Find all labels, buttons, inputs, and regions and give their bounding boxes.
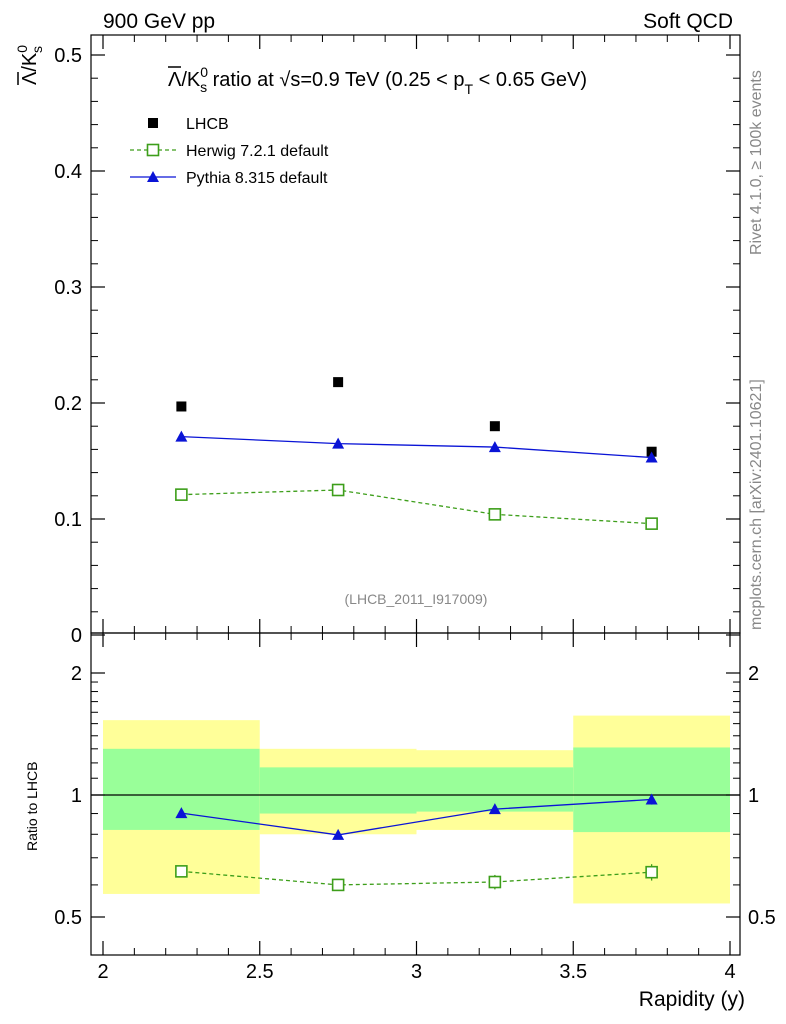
ratio-pythia-point: [645, 793, 658, 805]
title-pt-sub: T: [465, 81, 474, 97]
y-tick-label: 0.1: [54, 509, 82, 531]
ratio-pythia-point: [488, 803, 501, 815]
legend: LHCB Herwig 7.2.1 default Pythia 8.315 d…: [130, 116, 329, 187]
x-tick-label: 3.5: [559, 961, 587, 983]
herwig-point: [331, 483, 345, 497]
analysis-tag: (LHCB_2011_I917009): [345, 591, 488, 607]
title-energy: s=0.9 TeV (0.25 < p: [290, 69, 464, 91]
legend-label-pythia: Pythia 8.315 default: [186, 170, 328, 187]
ylabel-lambda: Λ: [19, 71, 41, 85]
pythia-point: [488, 441, 501, 453]
ratio-uncertainty-bands: [103, 715, 730, 904]
ratio-herwig-point: [175, 865, 188, 878]
legend-marker-lhcb: [148, 118, 158, 128]
title-k-sup: 0: [200, 64, 208, 80]
ratio-pythia-point: [175, 807, 188, 819]
pythia-point: [645, 451, 658, 463]
y-tick-label: 0.5: [54, 45, 82, 67]
x-tick-label: 3: [411, 961, 422, 983]
ratio-frame: [90, 632, 741, 956]
ylabel-k-sup: 0: [14, 45, 30, 53]
ratio-herwig-point: [331, 878, 345, 892]
x-tick-label: 2: [97, 961, 108, 983]
pythia-point: [332, 437, 345, 449]
mcplots-text: mcplots.cern.ch [arXiv:2401.10621]: [748, 379, 765, 630]
x-tick-label: 2.5: [246, 961, 274, 983]
ratio-ylabel: Ratio to LHCB: [24, 762, 40, 851]
header-right: Soft QCD: [643, 10, 733, 33]
title-lambda: Λ: [168, 69, 182, 91]
main-ylabel: Λ/K0s: [14, 45, 45, 85]
y-tick-label: 0.4: [54, 161, 82, 183]
ratio-y-tick-label: 0.5: [54, 907, 82, 929]
legend-marker-herwig: [146, 143, 160, 157]
ratio-panel: [91, 793, 740, 892]
pythia-point: [175, 430, 188, 442]
inner-band-3: [573, 747, 730, 833]
herwig-point: [645, 517, 658, 530]
herwig-point: [488, 508, 502, 521]
ratio-herwig-point: [488, 875, 502, 889]
pythia-line: [181, 435, 652, 459]
y-tick-label: 0.2: [54, 393, 82, 415]
ratio-y-tick-label-right: 0.5: [748, 907, 776, 929]
legend-label-lhcb: LHCB: [186, 116, 229, 133]
rivet-version-text: Rivet 4.1.0, ≥ 100k events: [748, 70, 765, 255]
title-k-sub: s: [200, 79, 207, 95]
ratio-herwig-point: [645, 865, 658, 879]
lhcb-point: [176, 401, 187, 412]
ylabel-k-sub: s: [29, 46, 45, 53]
ylabel-k: /K: [19, 52, 41, 72]
lhcb-point: [489, 421, 500, 432]
svg-text:Λ/K0s: Λ/K0s: [14, 45, 45, 85]
axes: 0 0.1 0.2 0.3 0.4 0.5 0.5 0.5 1 1 2 2 2 2.5 3 3.5 4: [54, 35, 776, 983]
ratio-y-tick-label-right: 2: [748, 663, 759, 685]
ratio-y-tick-label: 1: [71, 785, 82, 807]
lhcb-point: [333, 377, 344, 388]
x-tick-label: 4: [724, 961, 735, 983]
ratio-herwig-line: [181, 870, 652, 886]
svg-text:Λ/K0s ratio at √s=0.9 TeV (0.2: Λ/K0 s ratio at √s=0.9 TeV (0.25 < pT < 0…: [168, 64, 587, 97]
title-sqrt: √: [279, 69, 290, 91]
ratio-pythia-point: [332, 828, 345, 840]
legend-marker-pythia: [147, 171, 159, 182]
x-axis-label: Rapidity (y): [639, 988, 745, 1011]
title-k: /K: [181, 69, 201, 91]
title-end: < 0.65 GeV): [473, 69, 587, 91]
herwig-line: [181, 489, 652, 525]
herwig-point: [175, 488, 188, 501]
y-tick-label: 0.3: [54, 277, 82, 299]
y-tick-label: 0: [71, 625, 82, 647]
ratio-y-tick-label-right: 1: [748, 785, 759, 807]
header-left: 900 GeV pp: [103, 10, 215, 33]
legend-label-herwig: Herwig 7.2.1 default: [186, 143, 329, 160]
chart-title: Λ/K0 s ratio at √s=0.9 TeV (0.25 < pT < 0…: [168, 64, 587, 97]
ratio-pythia-line: [181, 798, 652, 836]
ratio-y-tick-label: 2: [71, 663, 82, 685]
title-mid: ratio at: [207, 69, 279, 91]
main-panel: [175, 377, 658, 530]
inner-band-1: [259, 767, 417, 814]
